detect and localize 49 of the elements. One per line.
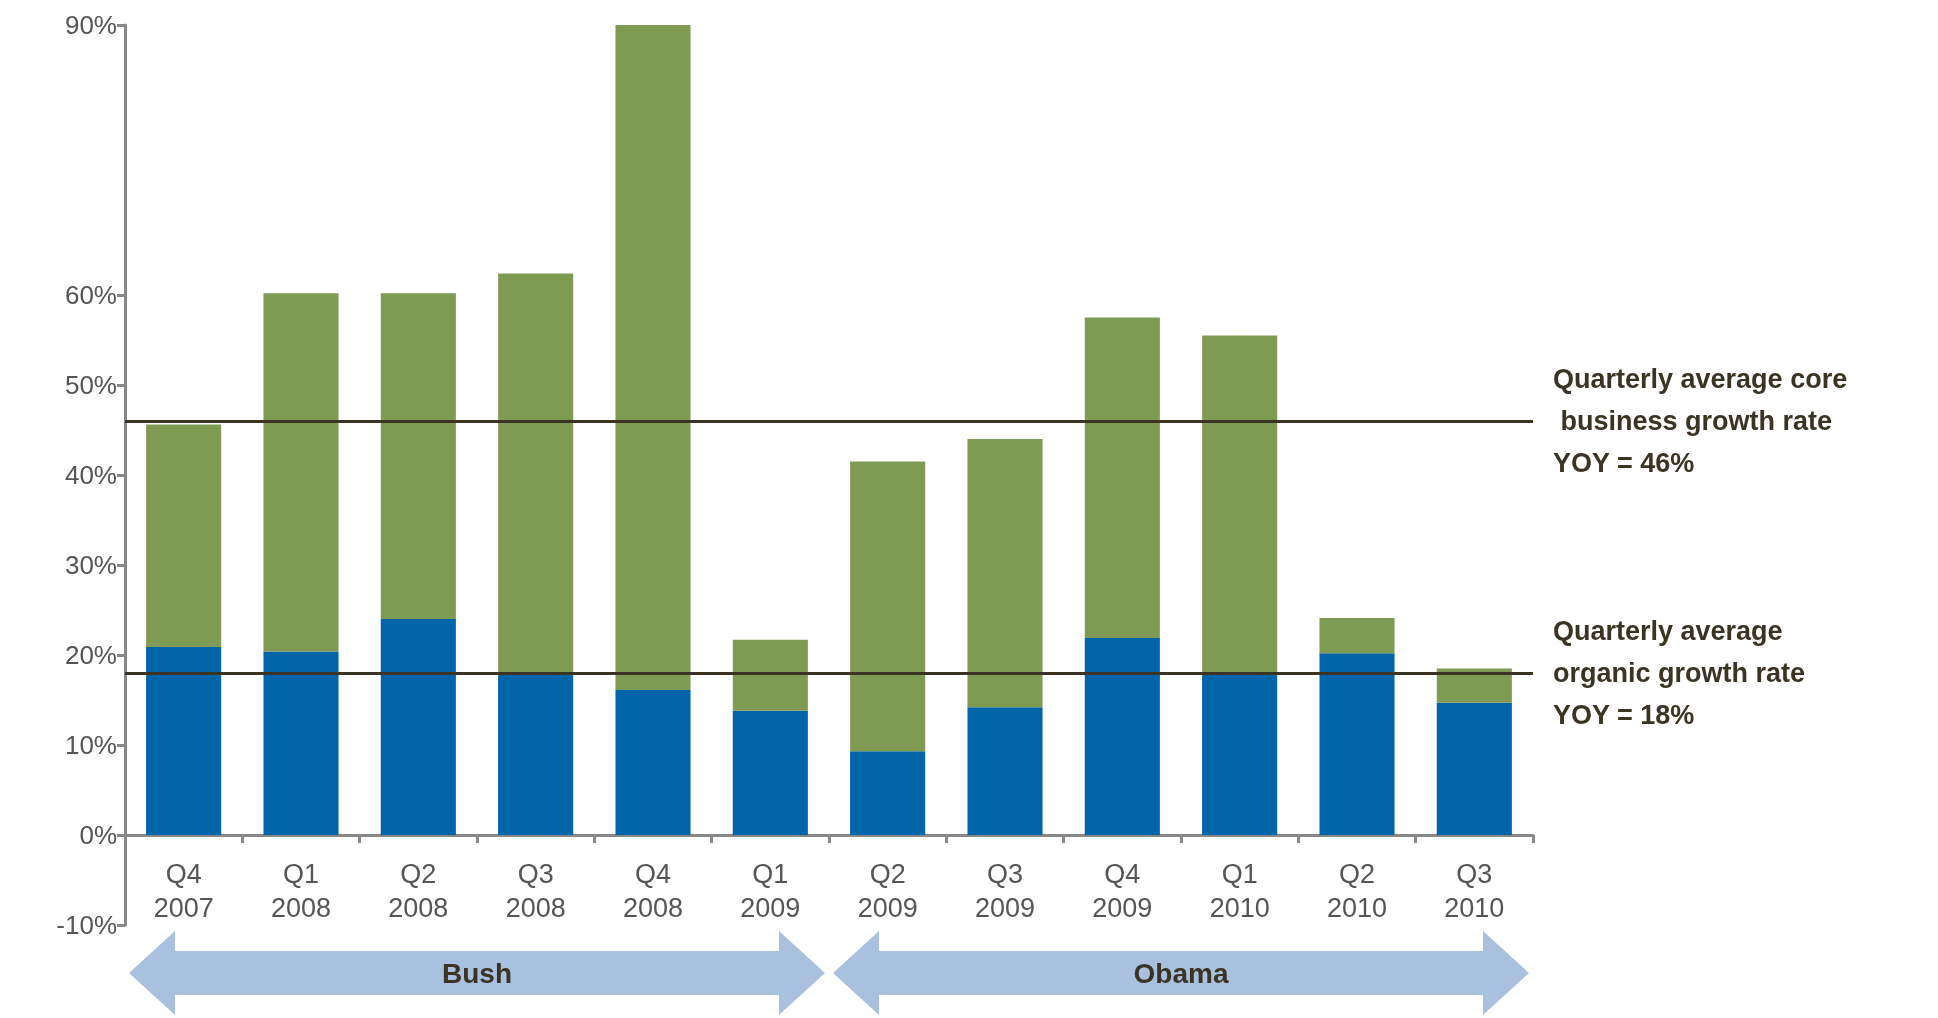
y-tick-label: 30% <box>64 550 117 580</box>
y-tick-label: 60% <box>64 280 117 310</box>
y-tick-label: 90% <box>64 10 117 40</box>
bar <box>615 25 691 691</box>
bar <box>146 424 222 647</box>
bar <box>967 707 1043 835</box>
x-tick-label: Q4 2009 <box>1092 859 1153 923</box>
text: Bush <box>442 958 512 989</box>
bar <box>967 439 1043 708</box>
bar <box>732 639 808 711</box>
bar <box>380 293 456 619</box>
y-tick-label: 40% <box>64 460 117 490</box>
bar <box>498 273 574 673</box>
bar <box>1202 335 1278 675</box>
x-tick-label: Q4 2007 <box>153 859 214 923</box>
x-tick-label: Q3 2010 <box>1444 859 1505 923</box>
bar <box>1319 653 1395 835</box>
y-tick-label: 10% <box>64 730 117 760</box>
x-tick-label: Q1 2008 <box>270 859 332 923</box>
bar <box>1202 674 1278 835</box>
bar <box>615 690 691 835</box>
bar <box>498 673 574 835</box>
y-tick-label: -10% <box>56 910 117 940</box>
y-tick-label: 20% <box>64 640 117 670</box>
x-tick-label: Q3 2009 <box>974 859 1036 923</box>
y-tick-label: 0% <box>79 820 117 850</box>
bar <box>850 751 926 835</box>
bar <box>732 710 808 835</box>
x-tick-label: Q1 2010 <box>1209 859 1270 923</box>
bar <box>263 293 339 652</box>
x-tick-label: Q2 2010 <box>1326 859 1388 923</box>
x-tick-label: Q1 2009 <box>740 859 801 923</box>
bar <box>1436 702 1512 835</box>
bar <box>1436 668 1512 703</box>
bar <box>380 619 456 835</box>
x-tick-label: Q2 2009 <box>857 859 918 923</box>
x-tick-label: Q3 2008 <box>505 859 566 923</box>
bar <box>146 646 222 835</box>
bar <box>1319 618 1395 654</box>
bar <box>1084 317 1160 638</box>
bar <box>850 461 926 752</box>
bar <box>1084 637 1160 835</box>
y-tick-label: 50% <box>64 370 117 400</box>
bar <box>263 651 339 835</box>
text: Obama <box>1133 958 1229 989</box>
ref-line-label: Quarterly average core business growth rate YOY = 46% <box>1553 364 1848 478</box>
x-tick-label: Q4 2008 <box>622 859 684 923</box>
x-tick-label: Q2 2008 <box>388 859 449 923</box>
ref-line-label: Quarterly average organic growth rate YOY = 18% <box>1553 616 1813 730</box>
